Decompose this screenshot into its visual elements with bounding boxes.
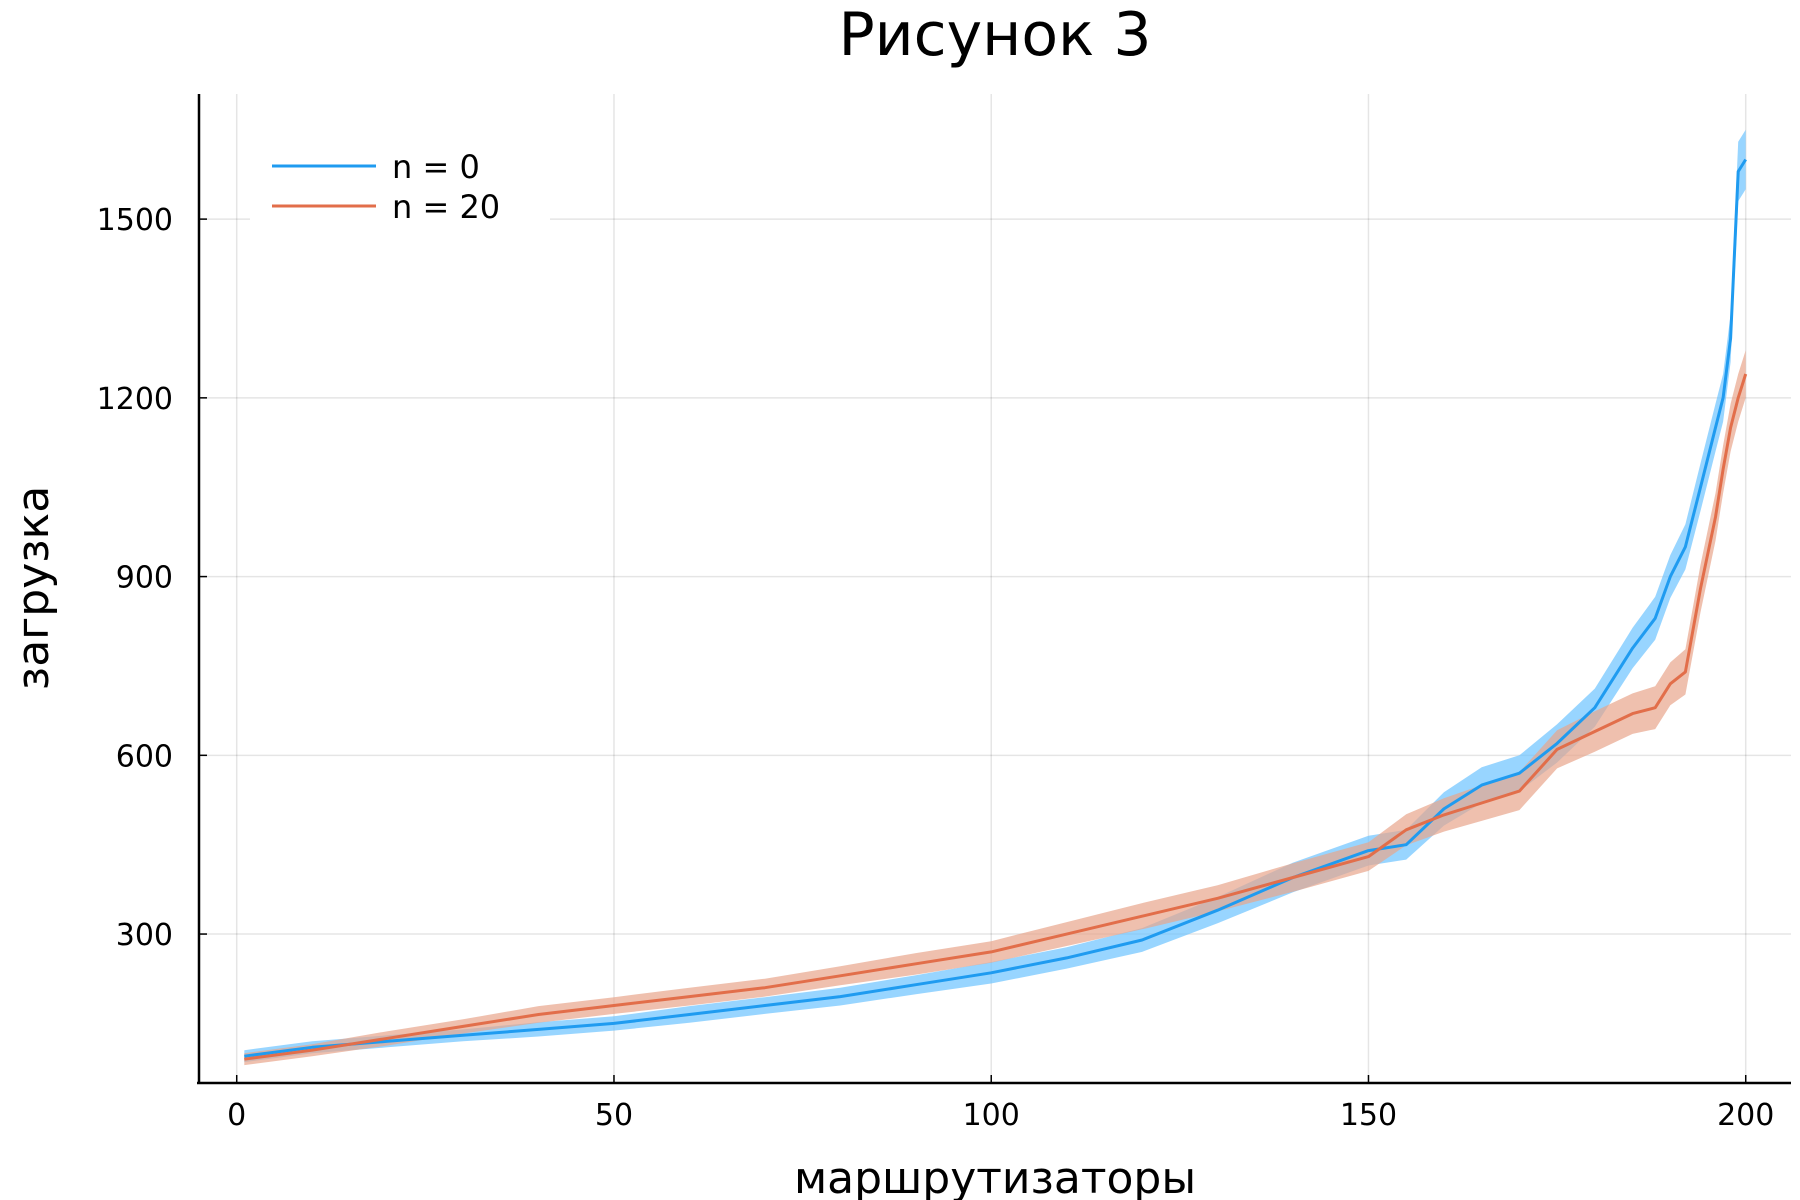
series-point-1: [1442, 813, 1446, 817]
series-point-0: [1442, 807, 1446, 811]
x-axis-title: маршрутизаторы: [794, 1153, 1196, 1200]
series-point-1: [1699, 587, 1703, 591]
series-point-1: [310, 1048, 314, 1052]
legend-label-n20: n = 20: [392, 188, 500, 226]
y-axis-title: загрузка: [8, 486, 59, 690]
series-point-0: [1593, 706, 1597, 710]
y-tick-label: 300: [116, 918, 173, 953]
series-point-0: [1216, 908, 1220, 912]
series-point-1: [838, 974, 842, 978]
series-line-0: [244, 158, 1747, 1058]
series-point-1: [461, 1024, 465, 1028]
series-point-1: [763, 986, 767, 990]
series-point-1: [1593, 730, 1597, 734]
series-point-1: [1404, 828, 1408, 832]
series-point-1: [1714, 515, 1718, 519]
series-point-1: [386, 1036, 390, 1040]
series-point-0: [1683, 545, 1687, 549]
y-tick-label: 600: [116, 739, 173, 774]
y-tick-label: 1500: [97, 203, 173, 238]
series-point-0: [989, 971, 993, 975]
series-band-0: [244, 129, 1746, 1063]
series-point-1: [242, 1057, 246, 1061]
series-point-0: [1480, 783, 1484, 787]
x-tick-label: 0: [227, 1098, 246, 1133]
chart-title: Рисунок 3: [838, 0, 1151, 70]
series-point-1: [1367, 855, 1371, 859]
legend-box: [250, 138, 550, 238]
tick-layer: 0 50 100 150 200 300 600 900 1200 1500: [97, 203, 1775, 1133]
legend: n = 0 n = 20: [250, 138, 550, 238]
series-point-0: [1404, 843, 1408, 847]
series-point-1: [1065, 932, 1069, 936]
series-point-0: [1065, 956, 1069, 960]
series-point-1: [1555, 747, 1559, 751]
series-point-0: [687, 1013, 691, 1017]
legend-label-n0: n = 0: [392, 148, 480, 186]
series-point-0: [1517, 771, 1521, 775]
series-point-0: [763, 1004, 767, 1008]
series-point-0: [1367, 849, 1371, 853]
grid-layer: [199, 94, 1791, 1083]
band-layer: [244, 129, 1746, 1066]
series-point-0: [1714, 426, 1718, 430]
x-tick-label: 50: [595, 1098, 633, 1133]
series-point-1: [1721, 467, 1725, 471]
series-point-0: [1721, 396, 1725, 400]
series-point-1: [687, 995, 691, 999]
series-point-1: [1216, 896, 1220, 900]
series-point-1: [1736, 396, 1740, 400]
series-point-1: [1653, 706, 1657, 710]
series-band-1: [244, 350, 1746, 1066]
x-tick-label: 200: [1717, 1098, 1774, 1133]
series-point-0: [914, 983, 918, 987]
series-point-0: [1653, 616, 1657, 620]
series-point-0: [1744, 158, 1748, 162]
series-point-1: [1517, 789, 1521, 793]
y-tick-label: 900: [116, 561, 173, 596]
y-tick-label: 1200: [97, 382, 173, 417]
series-line-1: [244, 373, 1748, 1061]
series-point-0: [1729, 336, 1733, 340]
series-point-0: [1140, 938, 1144, 942]
series-point-0: [1668, 575, 1672, 579]
series-point-1: [1668, 682, 1672, 686]
series-point-1: [612, 1004, 616, 1008]
series-point-1: [1140, 914, 1144, 918]
series-point-1: [1480, 801, 1484, 805]
series-point-0: [612, 1021, 616, 1025]
series-point-1: [1631, 712, 1635, 716]
series-point-1: [1291, 876, 1295, 880]
axis-layer: [197, 94, 1791, 1085]
x-tick-label: 100: [963, 1098, 1020, 1133]
line-layer: [242, 158, 1748, 1061]
series-point-0: [1555, 741, 1559, 745]
series-point-0: [838, 995, 842, 999]
series-point-0: [537, 1027, 541, 1031]
series-point-1: [1744, 372, 1748, 376]
series-point-1: [914, 962, 918, 966]
x-tick-label: 150: [1340, 1098, 1397, 1133]
series-point-0: [461, 1033, 465, 1037]
series-point-0: [1699, 485, 1703, 489]
series-point-1: [1683, 670, 1687, 674]
series-point-0: [1736, 170, 1740, 174]
series-point-1: [989, 950, 993, 954]
series-point-1: [537, 1013, 541, 1017]
series-point-1: [1729, 426, 1733, 430]
series-point-0: [1631, 646, 1635, 650]
